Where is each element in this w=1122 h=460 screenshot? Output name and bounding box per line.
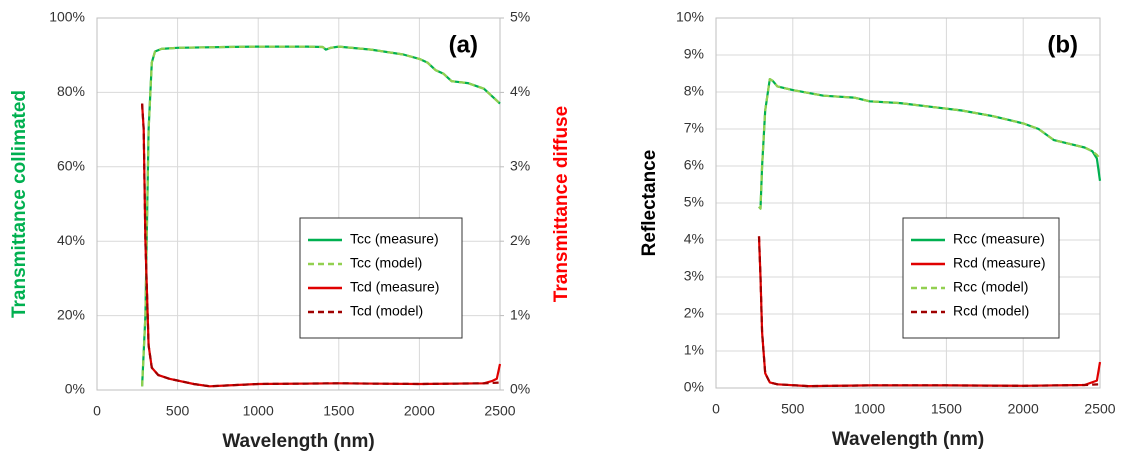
y-tick-label: 5%	[684, 194, 704, 210]
y-tick-label: 0%	[684, 379, 704, 395]
plot-frame	[715, 17, 1101, 389]
legend-label: Tcd (measure)	[350, 279, 439, 295]
y-axis-title: Reflectance	[639, 150, 660, 257]
y-tick-label: 60%	[57, 158, 85, 174]
legend-box	[299, 217, 463, 339]
data-line	[758, 78, 1101, 210]
y2-tick-label: 0%	[510, 381, 530, 397]
y-tick-label: 1%	[684, 342, 704, 358]
x-tick-label: 1000	[854, 401, 885, 417]
data-line	[141, 103, 501, 388]
x-tick-label: 500	[166, 403, 190, 419]
x-tick-label: 0	[712, 401, 720, 417]
y-tick-label: 0%	[65, 381, 85, 397]
x-axis-title: Wavelength (nm)	[832, 429, 984, 450]
y-axis-title: Transmittance collimated	[9, 90, 30, 318]
y-tick-label: 9%	[684, 46, 704, 62]
y-tick-label: 8%	[684, 83, 704, 99]
x-tick-label: 2500	[1084, 401, 1115, 417]
legend-label: Rcd (measure)	[953, 255, 1046, 271]
y-tick-label: 80%	[57, 83, 85, 99]
x-tick-label: 1500	[931, 401, 962, 417]
x-tick-label: 1000	[243, 403, 274, 419]
y2-tick-label: 4%	[510, 83, 530, 99]
plot-frame	[96, 17, 501, 391]
x-tick-label: 2000	[404, 403, 435, 419]
data-line	[141, 45, 501, 387]
y-tick-label: 7%	[684, 120, 704, 136]
legend-label: Tcc (model)	[350, 255, 422, 271]
y2-axis-title: Transmittance diffuse	[551, 106, 572, 302]
y2-tick-label: 3%	[510, 158, 530, 174]
legend: Tcc (measure) Tcc (model) Tcd (measure) Tcd…	[299, 217, 463, 339]
y2-tick-label: 1%	[510, 306, 530, 322]
data-line	[757, 236, 1101, 388]
legend-label: Tcd (model)	[350, 303, 423, 319]
y-tick-label: 2%	[684, 305, 704, 321]
y-tick-label: 6%	[684, 157, 704, 173]
legend-label: Rcc (model)	[953, 279, 1028, 295]
y2-tick-label: 5%	[510, 9, 530, 25]
legend-label: Rcc (measure)	[953, 231, 1045, 247]
x-tick-label: 2500	[484, 403, 515, 419]
y-tick-label: 20%	[57, 306, 85, 322]
data-line	[758, 78, 1102, 210]
y-tick-label: 100%	[49, 9, 85, 25]
panel-label: (b)	[1047, 31, 1078, 58]
x-tick-label: 2000	[1008, 401, 1039, 417]
y-tick-label: 4%	[684, 231, 704, 247]
x-tick-label: 0	[93, 403, 101, 419]
x-tick-label: 1500	[323, 403, 354, 419]
legend-label: Rcd (model)	[953, 303, 1029, 319]
y2-tick-label: 2%	[510, 232, 530, 248]
legend-box	[902, 217, 1060, 339]
y-tick-label: 10%	[676, 9, 704, 25]
x-tick-label: 500	[781, 401, 805, 417]
panel-label: (a)	[449, 31, 478, 58]
y-tick-label: 3%	[684, 268, 704, 284]
x-axis-title: Wavelength (nm)	[222, 431, 374, 452]
legend: Rcc (measure) Rcd (measure) Rcc (model) Rcd…	[902, 217, 1060, 339]
legend-label: Tcc (measure)	[350, 231, 439, 247]
y-tick-label: 40%	[57, 232, 85, 248]
